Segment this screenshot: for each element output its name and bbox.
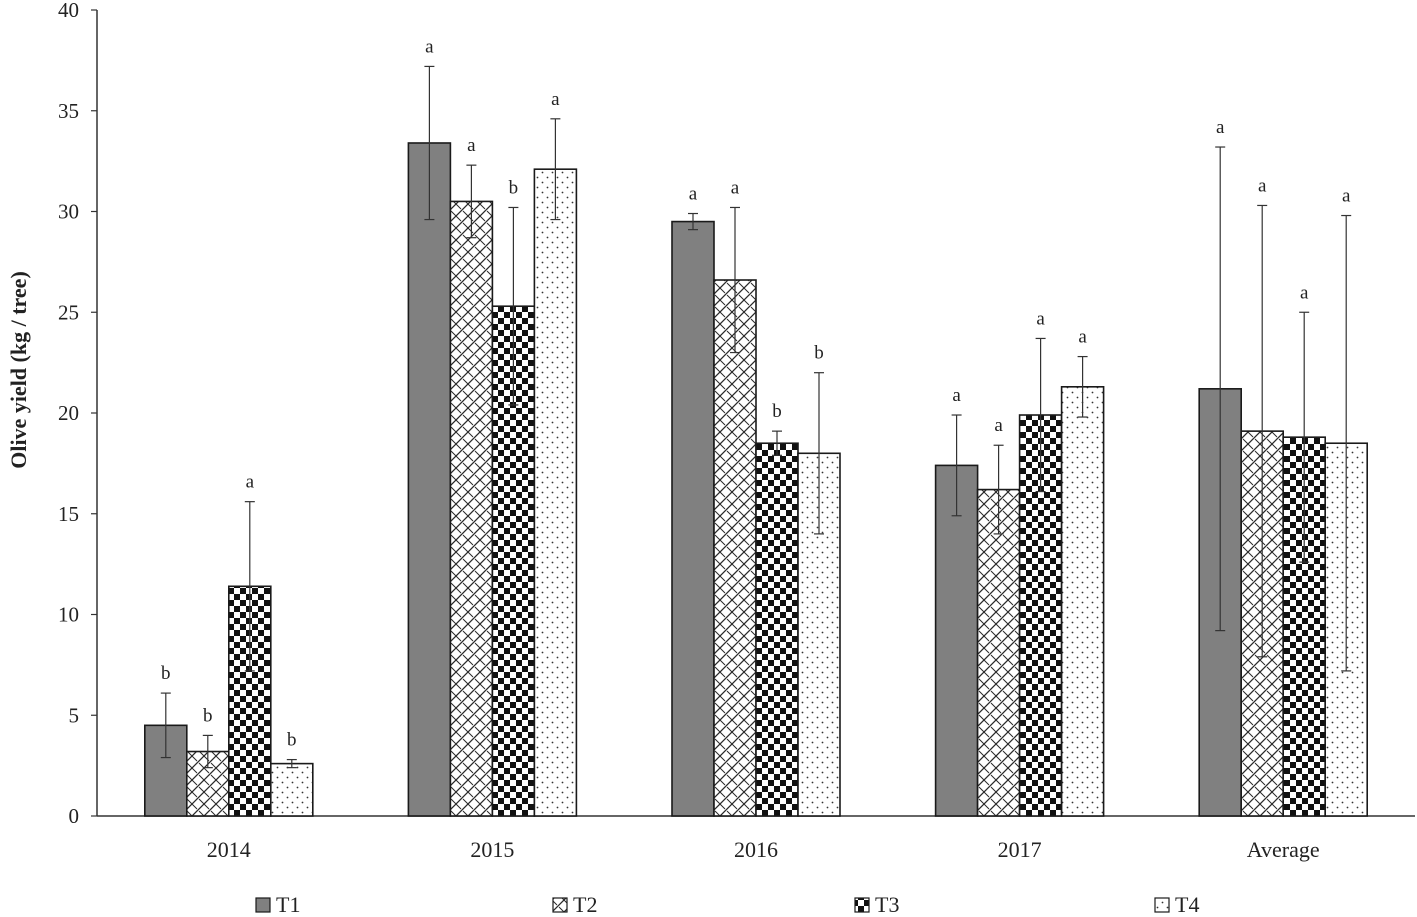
y-tick-label: 25	[58, 300, 79, 324]
significance-label: a	[952, 385, 961, 406]
significance-labels-group: b b a b a a b a a a b b a a a a a a a a	[161, 36, 1351, 750]
y-tick-label: 15	[58, 502, 79, 526]
legend-label-t3: T3	[875, 892, 899, 917]
legend-label-t1: T1	[276, 892, 300, 917]
legend: T1 T2 T3 T4	[255, 892, 1199, 917]
significance-label: a	[425, 36, 434, 57]
y-tick-label: 10	[58, 603, 79, 627]
significance-label: b	[203, 705, 213, 726]
legend-swatch-t2	[552, 897, 568, 913]
y-tick-label: 0	[69, 804, 80, 828]
significance-label: a	[1342, 186, 1351, 207]
bar-t1-2017	[934, 464, 979, 817]
error-bars-group	[160, 65, 1352, 769]
significance-label: a	[1216, 117, 1225, 138]
legend-label-t4: T4	[1175, 892, 1199, 917]
y-tick-label: 20	[58, 401, 79, 425]
significance-label: a	[1300, 282, 1309, 303]
bar-t2-2016	[713, 279, 757, 817]
significance-label: b	[509, 177, 519, 198]
bar-t4-2017	[1060, 386, 1105, 817]
significance-label: a	[551, 89, 560, 110]
category-labels-group: 2014 2015 2016 2017 Average	[207, 837, 1320, 862]
y-tick-label: 40	[58, 0, 79, 22]
significance-label: a	[994, 415, 1003, 436]
y-tick-label: 35	[58, 99, 79, 123]
bars-group	[144, 142, 1368, 817]
significance-label: a	[1078, 327, 1087, 348]
significance-label: a	[731, 177, 740, 198]
legend-label-t2: T2	[573, 892, 597, 917]
x-category-label: Average	[1247, 837, 1320, 862]
bar-t4-2014	[269, 762, 314, 817]
bar-t4-2015	[533, 168, 578, 817]
y-axis-label: Olive yield (kg / tree)	[6, 271, 31, 469]
significance-label: a	[1036, 308, 1045, 329]
bar-t1-2015	[407, 142, 452, 817]
x-category-label: 2017	[998, 837, 1042, 862]
x-category-label: 2014	[207, 837, 251, 862]
bar-t1-2016	[671, 220, 715, 817]
significance-label: b	[161, 663, 171, 684]
y-tick-label: 30	[58, 200, 79, 224]
legend-swatch-t4	[1154, 897, 1170, 913]
significance-label: b	[814, 343, 824, 364]
legend-swatch-t3	[854, 897, 870, 913]
bar-t2-2017	[976, 488, 1021, 817]
bar-t3-2016	[755, 442, 799, 817]
significance-label: a	[1258, 175, 1267, 196]
significance-label: b	[287, 730, 297, 751]
significance-label: a	[689, 184, 698, 205]
significance-label: b	[772, 401, 782, 422]
significance-label: a	[467, 135, 476, 156]
bar-t2-2015	[449, 200, 494, 817]
x-category-label: 2016	[734, 837, 778, 862]
significance-label: a	[246, 472, 255, 493]
y-axis-ticks: 0 5 10 15 20 25 30 35 40	[58, 0, 97, 828]
y-tick-label: 5	[69, 703, 80, 727]
legend-swatch-t1	[255, 897, 271, 913]
x-category-label: 2015	[470, 837, 514, 862]
